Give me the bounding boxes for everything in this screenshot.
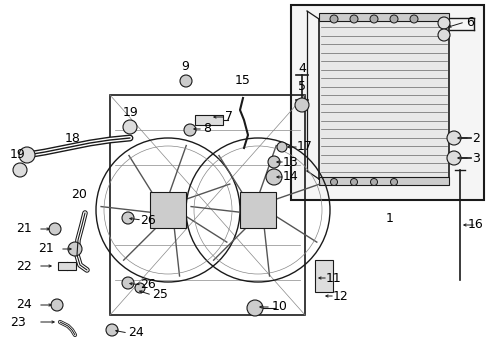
Circle shape xyxy=(276,142,286,152)
Circle shape xyxy=(350,179,357,185)
Text: 15: 15 xyxy=(235,73,250,86)
Bar xyxy=(314,260,332,292)
Text: 8: 8 xyxy=(203,122,210,135)
Circle shape xyxy=(437,29,449,41)
Text: 19: 19 xyxy=(123,105,139,118)
Text: 16: 16 xyxy=(467,219,483,231)
Circle shape xyxy=(267,156,280,168)
Circle shape xyxy=(68,242,82,256)
Text: 7: 7 xyxy=(224,111,232,123)
Text: 17: 17 xyxy=(296,140,312,153)
Circle shape xyxy=(446,151,460,165)
Bar xyxy=(195,115,223,125)
Text: 4: 4 xyxy=(298,62,305,75)
Circle shape xyxy=(437,17,449,29)
Bar xyxy=(318,13,448,21)
Circle shape xyxy=(156,198,180,222)
Bar xyxy=(58,262,76,270)
Text: 21: 21 xyxy=(16,222,32,235)
Bar xyxy=(318,19,448,179)
Bar xyxy=(240,192,275,228)
Text: 18: 18 xyxy=(65,132,81,145)
Text: 6: 6 xyxy=(465,15,473,28)
Text: 21: 21 xyxy=(38,243,54,256)
Text: 26: 26 xyxy=(140,279,156,292)
Circle shape xyxy=(389,15,397,23)
Circle shape xyxy=(349,15,357,23)
Text: 5: 5 xyxy=(297,80,305,93)
Text: 23: 23 xyxy=(10,315,26,328)
Text: 9: 9 xyxy=(181,60,188,73)
Circle shape xyxy=(183,124,196,136)
Circle shape xyxy=(369,15,377,23)
Text: 19: 19 xyxy=(10,148,26,162)
Circle shape xyxy=(106,324,118,336)
Text: 3: 3 xyxy=(471,152,479,165)
Circle shape xyxy=(13,163,27,177)
Circle shape xyxy=(123,120,137,134)
Text: 20: 20 xyxy=(71,189,87,202)
Text: 13: 13 xyxy=(283,156,298,168)
Circle shape xyxy=(122,277,134,289)
Text: 10: 10 xyxy=(271,301,287,314)
Text: 12: 12 xyxy=(332,289,348,302)
Circle shape xyxy=(390,179,397,185)
Circle shape xyxy=(51,299,63,311)
Circle shape xyxy=(245,198,269,222)
Circle shape xyxy=(122,212,134,224)
Circle shape xyxy=(19,147,35,163)
Text: 2: 2 xyxy=(471,131,479,144)
Circle shape xyxy=(246,300,263,316)
Circle shape xyxy=(265,169,282,185)
Text: 26: 26 xyxy=(140,213,156,226)
Text: 1: 1 xyxy=(385,211,393,225)
Circle shape xyxy=(409,15,417,23)
Bar xyxy=(150,192,185,228)
Circle shape xyxy=(180,75,192,87)
Text: 24: 24 xyxy=(16,298,32,311)
Circle shape xyxy=(446,131,460,145)
Bar xyxy=(110,95,305,315)
Circle shape xyxy=(294,98,308,112)
Circle shape xyxy=(330,179,337,185)
Text: 11: 11 xyxy=(325,271,341,284)
Text: 25: 25 xyxy=(152,288,167,302)
Bar xyxy=(290,5,483,200)
Circle shape xyxy=(49,223,61,235)
Bar xyxy=(318,177,448,185)
Text: 24: 24 xyxy=(128,327,143,339)
Text: 14: 14 xyxy=(283,171,298,184)
Circle shape xyxy=(370,179,377,185)
Circle shape xyxy=(135,283,145,293)
Circle shape xyxy=(329,15,337,23)
Text: 22: 22 xyxy=(16,260,32,273)
